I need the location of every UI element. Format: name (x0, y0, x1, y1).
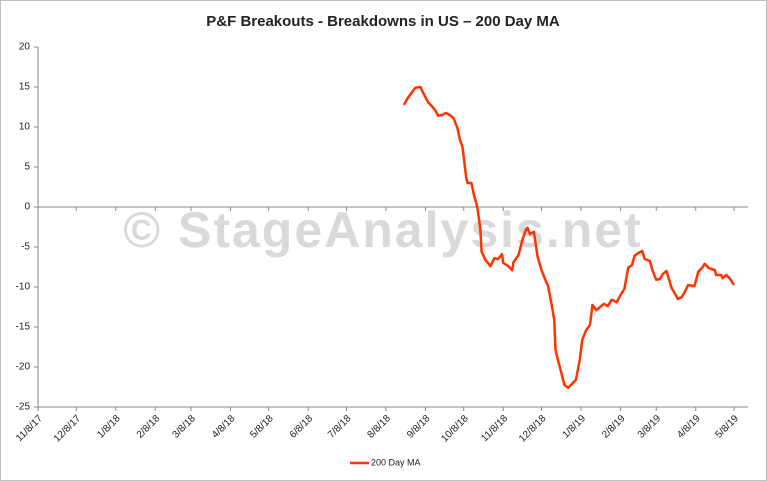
y-tick-label: 0 (24, 202, 30, 213)
y-tick-label: 20 (19, 42, 31, 53)
y-tick-label: 5 (24, 162, 30, 173)
watermark: © StageAnalysis.net (123, 202, 642, 258)
y-tick-label: -5 (21, 242, 30, 253)
y-tick-label: -15 (16, 322, 31, 333)
y-tick-label: 15 (19, 82, 31, 93)
y-tick-label: -10 (16, 282, 31, 293)
y-tick-label: -25 (16, 402, 31, 413)
y-tick-label: -20 (16, 362, 31, 373)
legend-label: 200 Day MA (371, 457, 421, 467)
data-line (402, 85, 736, 390)
chart-title: P&F Breakouts - Breakdowns in US – 200 D… (206, 13, 560, 30)
y-tick-label: 10 (19, 122, 31, 133)
